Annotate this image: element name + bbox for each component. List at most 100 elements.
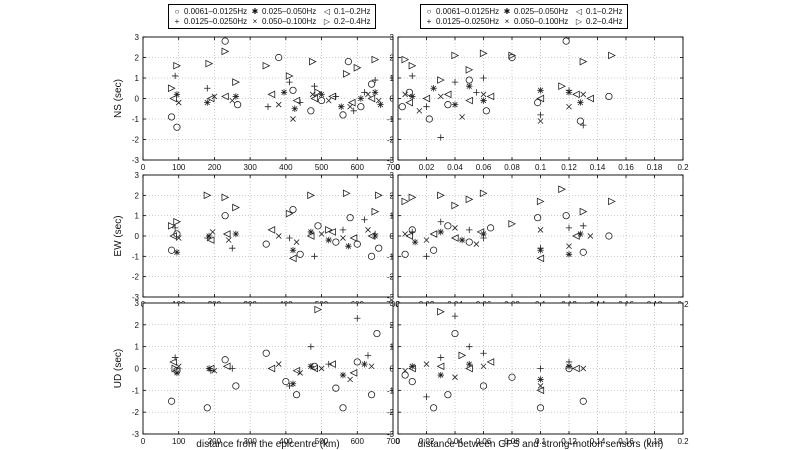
triangle-left-marker [422,94,431,103]
triangle-right-marker [558,185,566,194]
star-marker [565,363,573,370]
plus-marker [229,245,236,252]
circle-marker [430,246,438,254]
triangle-left-marker [429,230,438,238]
x-marker [347,376,353,383]
y-tick-label: 3 [390,299,395,308]
triangle-right-marker [451,201,460,210]
triangle-right-marker [508,219,517,228]
triangle-right-marker [608,197,616,206]
x-tick-label: 0.14 [590,163,606,172]
triangle-right-marker [232,203,240,212]
star-marker [357,95,365,102]
star-marker [232,230,240,238]
circle-marker [479,382,488,390]
x-tick-label: 0.08 [504,163,520,172]
plus-marker [480,350,487,357]
legend-label: 0.0125–0.0250Hz [436,17,500,26]
plus-marker [466,343,473,350]
x-tick-label: 300 [243,163,257,172]
x-tick-label: 0.16 [618,437,634,446]
star-marker [280,89,288,96]
circle-marker [562,212,570,220]
y-axis-label: UD (sec) [113,349,124,388]
circle-marker-icon: ○ [174,7,180,16]
x-marker [293,239,300,245]
triangle-right-marker [232,78,240,86]
triangle-left-marker [328,228,336,236]
circle-marker [221,212,229,220]
x-tick-label: 0.06 [476,437,492,446]
x-tick-label: 0.12 [561,163,577,172]
triangle-right-marker [451,51,460,60]
plus-marker [480,74,487,82]
triangle-left-marker [206,364,215,373]
x-marker [480,363,487,370]
triangle-left-marker [310,94,319,103]
triangle-left-marker [222,230,231,238]
y-tick-label: 1 [390,74,395,83]
y-tick-label: 0 [390,95,395,104]
star-marker [409,93,416,100]
plus-marker [451,78,459,86]
x-marker [480,91,487,98]
star-marker [307,363,315,370]
plus-marker [466,226,473,234]
triangle-right-marker [371,55,380,64]
circle-marker [508,373,516,381]
plus-marker [286,78,293,86]
x-marker [175,235,182,241]
triangle-left-marker [222,362,231,371]
legend-label: 0.2–0.4Hz [334,17,371,26]
plus-marker [204,85,211,92]
plus-marker [264,103,272,110]
plus-marker-icon: + [174,17,180,26]
x-tick-label: 600 [351,163,365,172]
x-tick-label: 0.04 [447,437,463,446]
star-marker [577,230,584,238]
triangle-left-marker [169,232,177,240]
star-marker [205,232,213,240]
legend-item: ▷ 0.2–0.4Hz [322,17,371,27]
legend-row: ○ 0.0061–0.0125Hz ✱ 0.025–0.050Hz ◁ 0.1–0.2… [424,7,624,17]
y-tick-label: -2 [387,408,395,417]
triangle-right-marker [325,226,333,234]
x-marker [229,97,236,104]
legend-item: ◁ 0.1–0.2Hz [322,7,371,17]
circle-marker [579,248,587,256]
circle-marker [262,349,270,357]
legend-label: 0.1–0.2Hz [586,7,623,16]
triangle-right-marker [314,88,323,97]
triangle-left-marker [221,92,229,101]
plus-marker [537,111,544,119]
circle-marker [562,37,570,45]
x-tick-label: 0 [396,163,401,172]
y-tick-label: -3 [132,293,140,302]
plus-marker [437,134,444,141]
triangle-left-marker [436,362,445,371]
triangle-left-marker [536,254,545,263]
y-tick-label: -1 [387,115,395,124]
circle-marker [405,88,413,96]
circle-marker-icon: ○ [426,7,432,16]
y-tick-label: -1 [132,115,140,124]
circle-marker [357,103,365,111]
plus-marker [580,121,587,129]
circle-marker [487,224,495,232]
triangle-right-marker [173,217,182,226]
plus-marker-icon: + [426,17,432,26]
circle-marker [401,371,409,379]
circle-marker [332,238,340,246]
star-marker [430,85,437,92]
triangle-left-marker [267,90,276,99]
star-marker [565,89,573,96]
triangle-left-marker-icon: ◁ [575,7,583,16]
circle-marker [173,123,181,131]
triangle-right-marker [408,193,417,202]
triangle-right-marker [342,189,351,198]
triangle-right-marker-icon: ▷ [575,17,583,26]
triangle-right-marker [465,65,474,74]
y-tick-label: 2 [390,321,395,330]
circle-marker [425,115,433,123]
